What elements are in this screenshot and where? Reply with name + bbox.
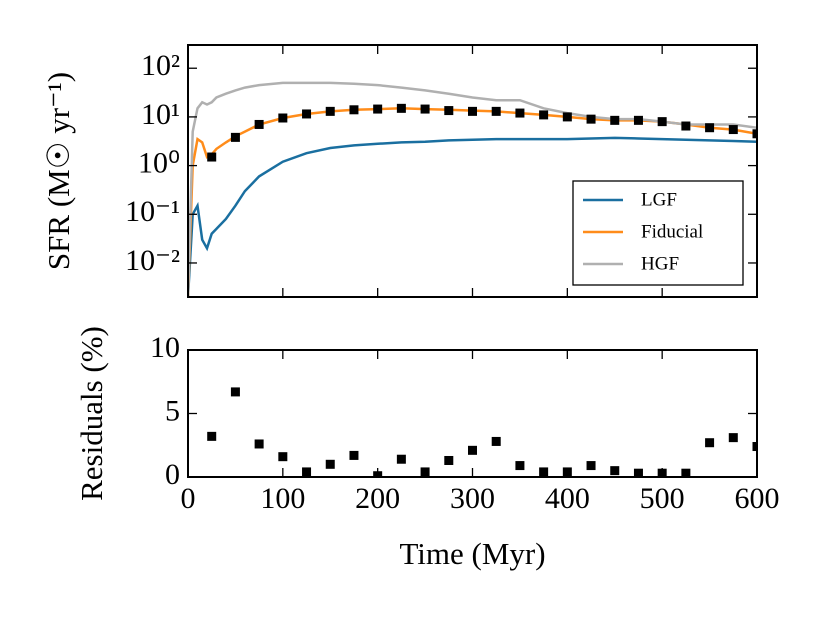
- axes-frame: [187, 349, 758, 478]
- y-tick-label: 0: [165, 458, 180, 491]
- marker: [349, 105, 359, 115]
- y-tick-label: 10: [150, 331, 180, 364]
- marker: [444, 455, 454, 465]
- marker: [396, 103, 406, 113]
- marker: [491, 436, 501, 446]
- plot-area: [188, 81, 757, 297]
- marker: [230, 387, 240, 397]
- marker: [681, 121, 691, 131]
- marker: [325, 106, 335, 116]
- marker: [468, 445, 477, 455]
- marker: [302, 467, 312, 477]
- marker: [515, 461, 525, 471]
- marker: [633, 468, 643, 477]
- legend-label: LGF: [641, 189, 677, 210]
- marker: [539, 467, 549, 477]
- legend-label: HGF: [641, 253, 679, 274]
- y-tick-label: 10⁻²: [125, 244, 180, 277]
- marker: [681, 468, 691, 477]
- y-tick-label: 10⁰: [138, 146, 180, 179]
- axes-frame: [187, 44, 758, 298]
- y-tick-label: 10⁻¹: [125, 195, 180, 228]
- x-tick-label: 100: [260, 482, 305, 515]
- y-axis-label: Residuals (%): [74, 326, 109, 501]
- marker: [657, 117, 667, 127]
- marker: [562, 112, 572, 122]
- y-tick-label: 10²: [141, 49, 180, 82]
- x-tick-label: 200: [355, 482, 400, 515]
- marker: [752, 442, 757, 452]
- x-axis-label: Time (Myr): [399, 536, 545, 571]
- x-tick-label: 400: [545, 482, 590, 515]
- marker: [207, 152, 217, 162]
- x-tick-label: 300: [450, 482, 495, 515]
- marker: [586, 461, 596, 471]
- marker: [705, 438, 715, 448]
- marker: [373, 104, 383, 114]
- marker: [610, 466, 620, 476]
- marker: [539, 110, 549, 120]
- marker: [325, 459, 335, 469]
- marker: [586, 114, 596, 124]
- marker: [396, 454, 406, 464]
- marker: [420, 104, 430, 114]
- marker: [633, 115, 643, 125]
- marker: [207, 431, 217, 441]
- marker: [728, 433, 738, 443]
- marker: [302, 109, 312, 119]
- plot-area: [207, 387, 757, 477]
- marker: [491, 106, 501, 116]
- marker: [705, 123, 715, 133]
- marker: [420, 467, 430, 477]
- marker: [254, 119, 264, 129]
- marker: [278, 113, 288, 123]
- series-line: [188, 136, 757, 297]
- y-tick-label: 10¹: [141, 98, 180, 131]
- x-tick-label: 600: [735, 482, 780, 515]
- y-axis-label: SFR (M☉ yr⁻¹): [41, 72, 76, 270]
- marker: [278, 452, 288, 462]
- marker: [728, 125, 738, 135]
- y-tick-label: 5: [165, 394, 180, 427]
- marker: [515, 108, 525, 118]
- marker: [230, 132, 240, 142]
- x-tick-label: 500: [640, 482, 685, 515]
- marker: [610, 115, 620, 125]
- marker: [468, 106, 477, 116]
- marker: [752, 129, 757, 139]
- marker: [254, 439, 264, 449]
- legend-label: Fiducial: [641, 221, 703, 242]
- marker: [349, 450, 359, 460]
- x-tick-label: 0: [181, 482, 196, 515]
- marker: [444, 106, 454, 116]
